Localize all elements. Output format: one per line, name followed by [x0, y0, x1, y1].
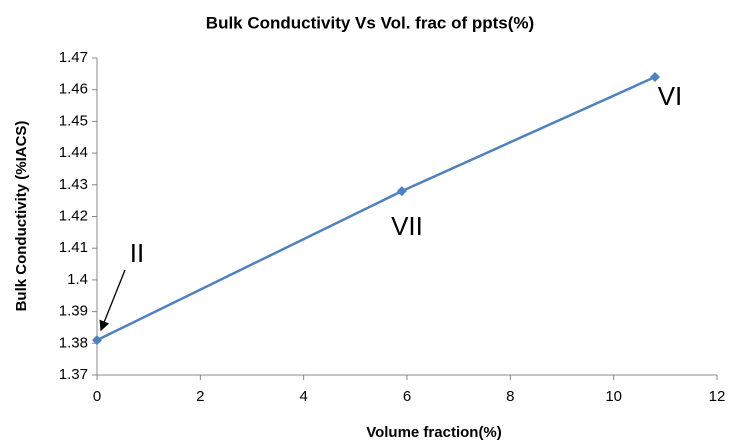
- y-tick-label: 1.39: [59, 303, 88, 320]
- y-tick-label: 1.41: [59, 239, 88, 256]
- marker: [396, 186, 407, 197]
- y-tick-label: 1.42: [59, 207, 88, 224]
- x-tick-label: 12: [709, 388, 726, 405]
- marker: [92, 335, 102, 346]
- y-tick-label: 1.47: [59, 49, 88, 66]
- annotation: VI: [658, 81, 683, 111]
- x-tick-label: 4: [299, 388, 307, 405]
- annotation-arrow: [99, 269, 126, 332]
- y-tick-label: 1.37: [59, 366, 88, 383]
- annotation: VII: [391, 211, 423, 241]
- chart-title: Bulk Conductivity Vs Vol. frac of ppts(%…: [206, 13, 534, 32]
- y-tick-label: 1.45: [59, 112, 88, 129]
- y-tick-label: 1.44: [59, 144, 88, 161]
- line: [96, 75, 656, 342]
- x-tick-label: 10: [605, 388, 622, 405]
- x-tick-label: 0: [93, 388, 101, 405]
- annotation: II: [130, 238, 144, 268]
- y-tick-label: 1.38: [59, 334, 88, 351]
- x-axis-label: Volume fraction(%): [366, 424, 502, 441]
- y-axis-label: Bulk Conductivity (%IACS): [13, 121, 30, 312]
- y-tick-label: 1.43: [59, 176, 88, 193]
- x-tick-label: 6: [403, 388, 411, 405]
- y-tick-label: 1.46: [59, 81, 88, 98]
- y-tick-label: 1.4: [67, 271, 88, 288]
- x-tick-label: 2: [196, 388, 204, 405]
- marker: [650, 72, 660, 83]
- x-tick-label: 8: [506, 388, 514, 405]
